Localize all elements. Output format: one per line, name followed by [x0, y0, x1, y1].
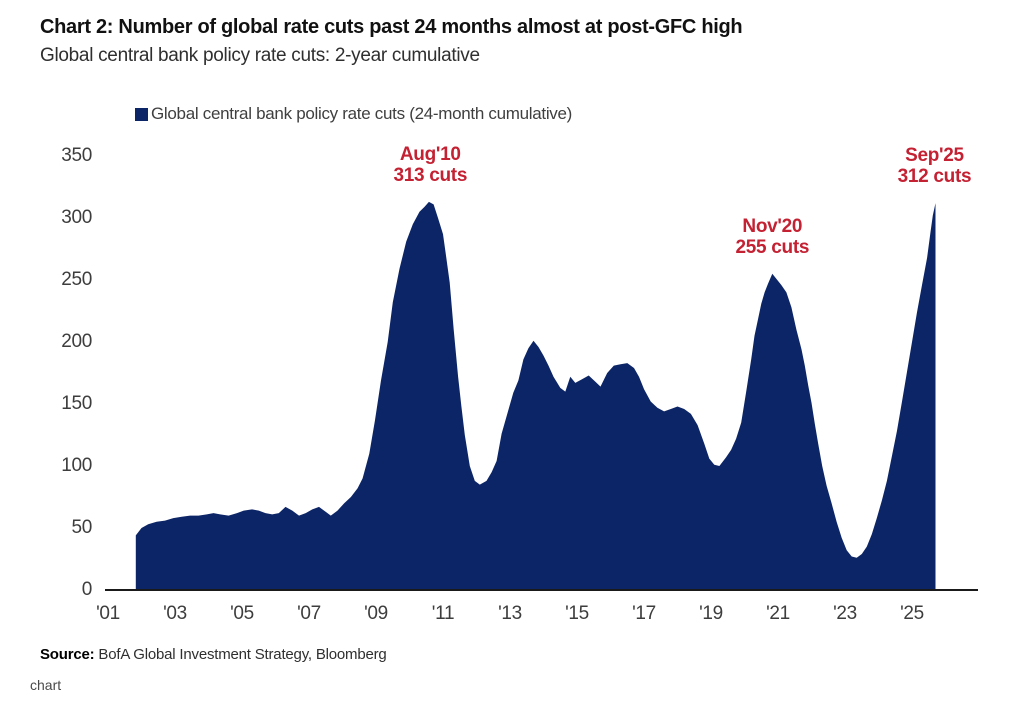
chart-legend: Global central bank policy rate cuts (24… — [135, 104, 572, 124]
x-axis-tick-label: '23 — [833, 603, 857, 624]
chart-title: Chart 2: Number of global rate cuts past… — [40, 16, 743, 38]
y-axis-tick-label: 100 — [61, 455, 92, 476]
x-axis-tick-label: '03 — [163, 603, 187, 624]
x-axis-tick-label: '15 — [565, 603, 589, 624]
x-axis-tick-label: '17 — [632, 603, 656, 624]
x-axis-tick-label: '01 — [96, 603, 120, 624]
x-axis-tick-label: '05 — [230, 603, 254, 624]
peak-annotation: Aug'10 313 cuts — [393, 144, 467, 186]
x-axis-tick-label: '25 — [900, 603, 924, 624]
x-axis-tick-label: '09 — [364, 603, 388, 624]
annotation-value: 255 cuts — [735, 236, 810, 258]
annotation-date: Aug'10 — [399, 143, 461, 165]
chart-subtitle: Global central bank policy rate cuts: 2-… — [40, 45, 480, 66]
area-series-shape — [135, 201, 936, 590]
y-axis-tick-label: 350 — [61, 145, 92, 166]
annotation-date: Nov'20 — [742, 215, 803, 237]
annotation-value: 313 cuts — [393, 164, 468, 186]
peak-annotation: Nov'20 255 cuts — [735, 216, 809, 258]
source-text: BofA Global Investment Strategy, Bloombe… — [94, 646, 387, 663]
page-caption: chart — [30, 677, 62, 693]
y-axis-tick-label: 300 — [61, 207, 92, 228]
annotation-value: 312 cuts — [897, 166, 972, 188]
source-label: Source: — [40, 646, 95, 663]
legend-label: Global central bank policy rate cuts (24… — [151, 104, 573, 123]
x-axis-tick-label: '21 — [766, 603, 790, 624]
y-axis-tick-label: 150 — [61, 393, 92, 414]
y-axis-tick-label: 50 — [71, 517, 92, 538]
x-axis-tick-label: '13 — [498, 603, 522, 624]
annotation-date: Sep'25 — [905, 145, 964, 167]
x-axis-tick-label: '07 — [297, 603, 321, 624]
y-axis-tick-label: 250 — [61, 269, 92, 290]
x-axis-tick-label: '19 — [699, 603, 723, 624]
legend-swatch-icon — [135, 107, 148, 121]
y-axis-tick-label: 200 — [61, 331, 92, 352]
y-axis-tick-label: 0 — [81, 579, 93, 600]
peak-annotation: Sep'25 312 cuts — [898, 145, 972, 187]
x-axis-tick-label: '11 — [431, 603, 455, 624]
source-line: Source: BofA Global Investment Strategy,… — [40, 646, 387, 663]
